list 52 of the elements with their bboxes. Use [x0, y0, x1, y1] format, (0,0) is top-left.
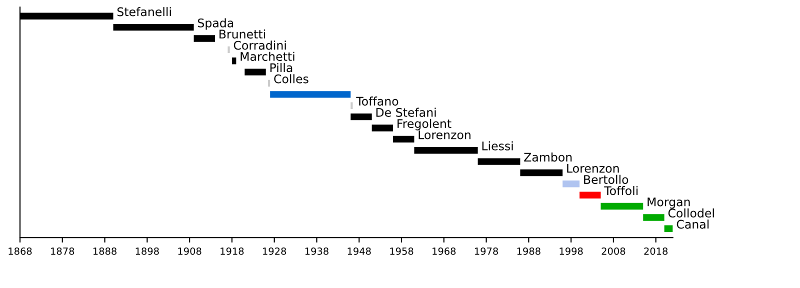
bar — [113, 24, 194, 31]
bar — [600, 202, 644, 210]
y-tick-label: Marchetti — [240, 52, 294, 61]
bar — [643, 214, 664, 221]
y-tick-label: Toffoli — [604, 186, 638, 196]
y-tick-label: Canal — [676, 220, 709, 229]
bar — [562, 180, 580, 188]
x-tick-label: 1878 — [51, 247, 74, 255]
bar — [244, 68, 266, 76]
x-tick-label: 1928 — [263, 247, 286, 255]
y-tick-label: Bertollo — [584, 174, 628, 184]
bar — [478, 158, 520, 165]
y-tick-label: Zambon — [524, 152, 572, 162]
y-tick-label: Spada — [198, 18, 234, 30]
y-tick-label: Liessi — [482, 141, 513, 150]
bar — [268, 80, 270, 87]
y-tick-label: De Stefani — [376, 108, 436, 117]
x-tick-label: 1938 — [305, 247, 328, 255]
y-tick-label: Lorenzon — [418, 130, 470, 140]
x-tick-label: 1998 — [560, 247, 583, 255]
x-tick-label: 1918 — [220, 247, 244, 255]
x-tick-label: 2018 — [644, 247, 668, 255]
y-tick-label: Corradini — [234, 40, 286, 50]
bar — [372, 124, 394, 132]
x-tick-label: 1968 — [432, 247, 456, 255]
bar — [270, 91, 351, 98]
bar — [580, 192, 601, 198]
bar — [520, 169, 563, 176]
x-tick-label: 1868 — [8, 247, 32, 255]
bar — [664, 225, 673, 232]
y-tick-label: Lorenzon — [567, 164, 619, 173]
y-tick-label: Stefanelli — [117, 7, 171, 16]
x-tick-label: 1908 — [178, 247, 202, 255]
y-tick-label: Toffano — [356, 96, 398, 106]
bar — [232, 58, 236, 64]
bar — [194, 35, 215, 42]
y-tick-label: Collodel — [668, 208, 714, 218]
y-tick-label: Morgan — [648, 198, 690, 209]
y-tick-label: Pilla — [270, 63, 292, 72]
x-tick-label: 1988 — [517, 247, 540, 255]
x-tick-label: 1948 — [348, 247, 371, 255]
x-tick-label: 1898 — [136, 247, 159, 255]
x-tick-label: 1978 — [474, 247, 498, 255]
x-tick-label: 1888 — [93, 247, 116, 255]
bar — [414, 147, 478, 154]
x-tick-label: 2008 — [602, 247, 626, 255]
bar — [350, 113, 372, 120]
y-tick-label: Brunetti — [220, 29, 265, 39]
y-tick-label: Fregolent — [398, 118, 452, 130]
x-tick-label: 1958 — [390, 247, 414, 255]
bar — [393, 136, 414, 143]
y-tick-label: Colles — [274, 74, 308, 84]
